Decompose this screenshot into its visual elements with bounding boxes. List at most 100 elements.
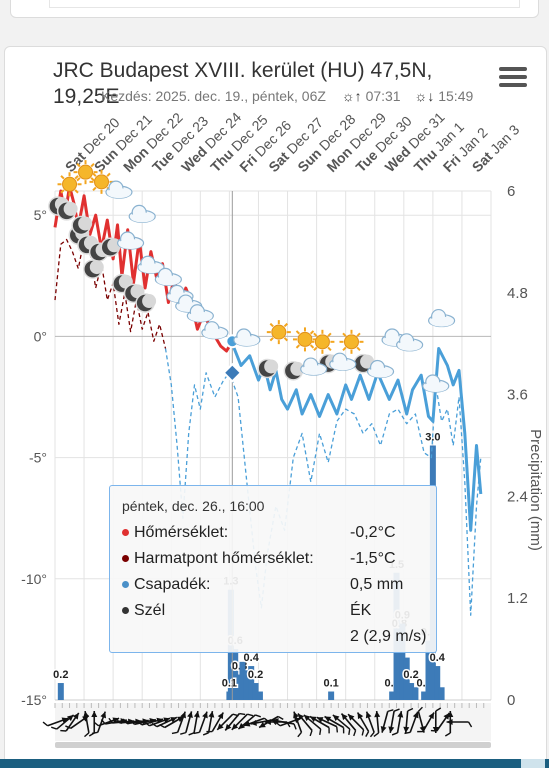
sun-ray [295, 344, 301, 349]
y-right-tick: 2.4 [507, 488, 528, 505]
chart-menu-button[interactable] [499, 67, 527, 91]
wind-head [225, 723, 232, 731]
wind-barb [65, 725, 71, 729]
wind-head [61, 717, 69, 724]
wind-head [447, 711, 454, 717]
precip-label: 0.1 [323, 678, 338, 690]
tooltip-label: Hőmérséklet: [134, 524, 229, 541]
precip-bar [57, 683, 64, 700]
wind-head [264, 719, 271, 725]
wind-barb [336, 726, 339, 733]
wind-barb [348, 728, 351, 735]
wind-arrow-icon [391, 711, 404, 736]
wind-barb [361, 729, 365, 736]
cloud-fill [156, 275, 181, 286]
chart-tooltip: péntek, dec. 26., 16:00 Hőmérséklet: -0,… [109, 485, 437, 653]
wind-barb [435, 707, 442, 712]
dot-icon [122, 581, 129, 589]
wind-barb [319, 728, 322, 735]
tooltip-wind-speed: 2 (2,9 m/s) [350, 628, 427, 645]
wind-head [293, 711, 299, 719]
moon-light [63, 201, 78, 216]
moon-light [142, 294, 157, 309]
wind-barb [60, 729, 67, 732]
wind-barb [159, 724, 165, 729]
wind-barb [328, 727, 330, 734]
precip-label: 0.2 [248, 669, 263, 681]
cloud-fill [301, 365, 326, 376]
sun-ray [60, 189, 65, 194]
tooltip-label: Harmatpont hőmérséklet: [134, 550, 314, 567]
wind-arrow-icon [303, 714, 322, 735]
wind-head [388, 726, 395, 733]
wind-head [72, 712, 79, 720]
sun-disc [297, 331, 313, 347]
wind-barb [365, 731, 370, 737]
cloud-icon [105, 180, 133, 199]
wind-barb [202, 732, 209, 736]
cloud-fill [118, 239, 143, 250]
sun-disc [343, 334, 359, 350]
cloud-icon [396, 333, 424, 352]
wind-barb [108, 717, 113, 724]
wind-arrow-icon [297, 713, 313, 737]
wind-head [316, 717, 324, 723]
wind-head [403, 726, 410, 733]
precip-bar [434, 666, 441, 700]
wind-barb [373, 732, 380, 737]
tooltip-value: -1,5°C [350, 550, 396, 567]
precip-bar [399, 623, 406, 700]
wind-barb [100, 719, 106, 725]
wind-barb [137, 720, 143, 726]
sunset-time: 15:49 [438, 88, 474, 104]
cloud-fill [397, 340, 422, 351]
sun-ray [356, 346, 361, 352]
wind-arrow-icon [51, 714, 75, 730]
cloud-icon [427, 308, 456, 328]
sun-ray [342, 346, 347, 352]
wind-barb [255, 714, 262, 718]
wind-arrow-icon [159, 715, 185, 729]
moon-icon [135, 293, 157, 313]
y-right-tick: 3.6 [507, 387, 528, 404]
wind-barb [93, 721, 99, 727]
wind-head [100, 711, 107, 719]
precip-bar [438, 687, 445, 700]
cloud-fill [330, 360, 355, 371]
moon-light [264, 359, 279, 374]
wind-barb [391, 732, 398, 736]
wind-head [374, 711, 381, 718]
wind-barb [277, 715, 284, 720]
highlight-point-dew [222, 362, 243, 383]
y-right-tick: 6 [507, 183, 515, 200]
wind-arrow-icon [91, 711, 107, 735]
wind-arrow-icon [365, 711, 375, 738]
wind-barb [188, 732, 195, 736]
wind-arrow-icon [83, 711, 90, 738]
sun-icon [310, 329, 335, 354]
moon-light [89, 260, 104, 275]
sun-ray [309, 344, 315, 349]
sun-disc [271, 324, 287, 340]
previous-card [10, 0, 539, 18]
wind-barb [444, 732, 451, 737]
sun-disc [314, 334, 330, 350]
wind-barb [309, 730, 313, 737]
wind-arrow-icon [193, 711, 208, 735]
wind-arrow-icon [404, 711, 419, 735]
cloud-icon [175, 294, 203, 313]
precip-bar [226, 691, 233, 700]
moon-icon [257, 358, 279, 379]
cloud-fill [130, 212, 155, 223]
tooltip-value: -0,2°C [350, 524, 396, 541]
wind-barb [180, 731, 187, 735]
precip-bar [243, 670, 250, 700]
y-axis-right-labels: 6 4.8 3.6 2.4 1.2 0 [507, 183, 528, 709]
wind-barb [206, 730, 213, 733]
sun-ray [92, 186, 97, 192]
wind-arrow-icon [316, 716, 339, 733]
wind-barb [151, 722, 158, 728]
precip-bar [328, 691, 335, 700]
